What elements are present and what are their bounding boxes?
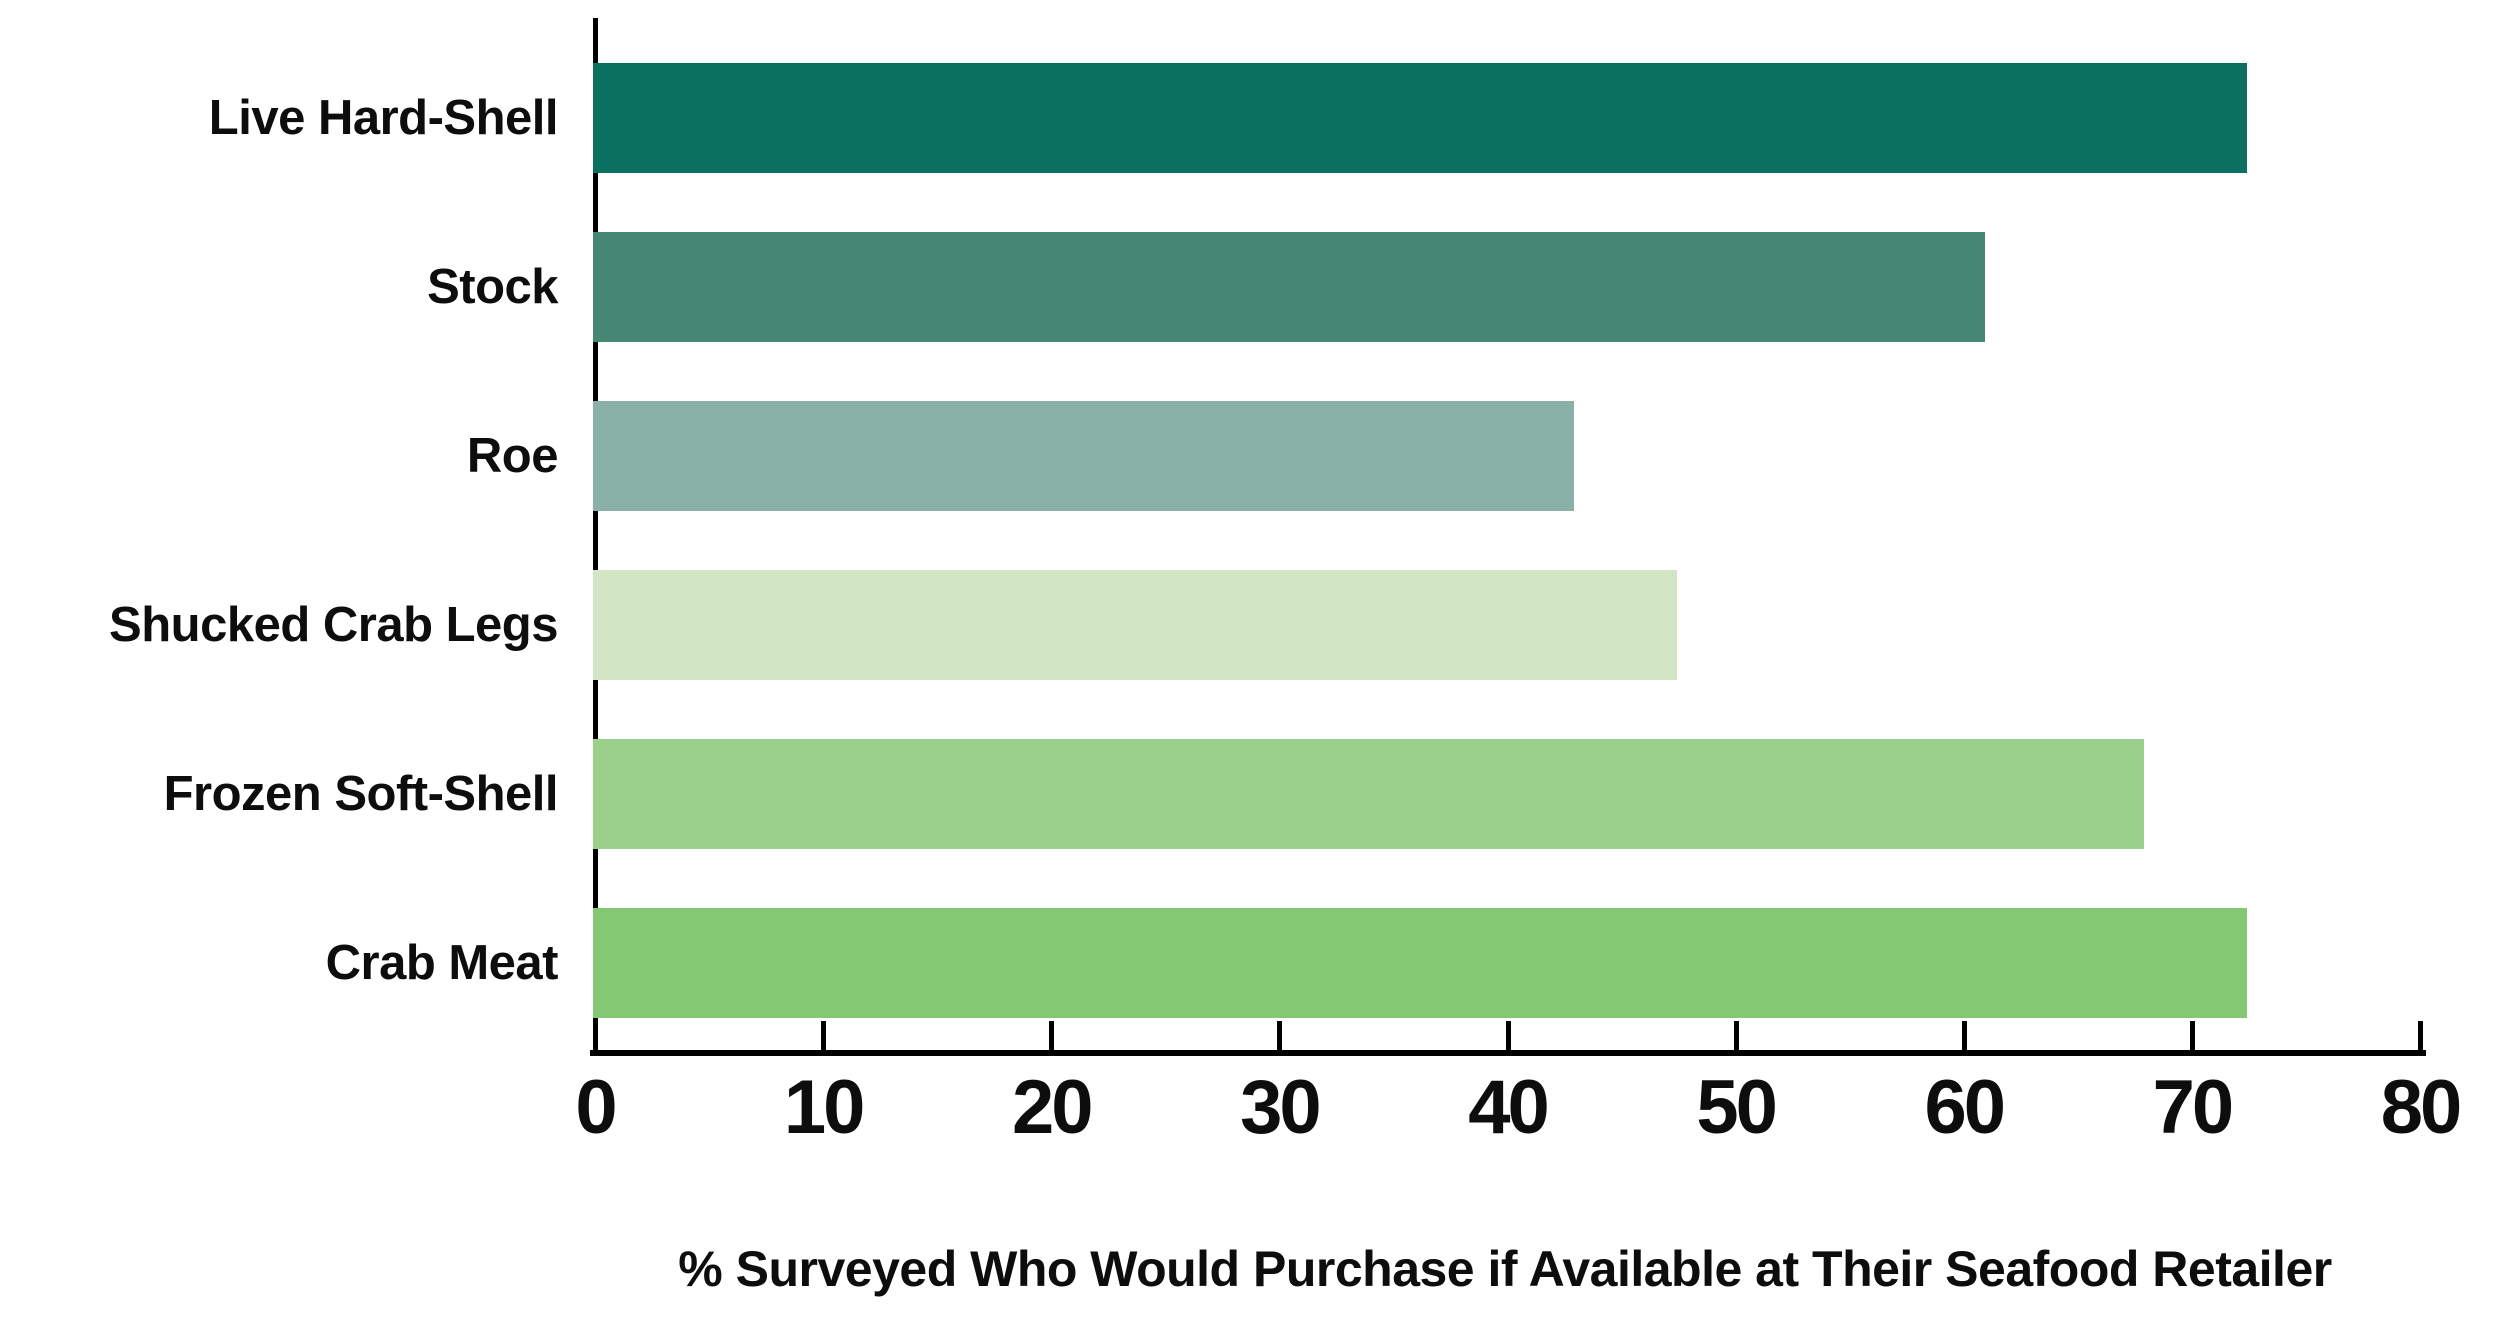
category-label-live-hard-shell: Live Hard-Shell	[208, 91, 559, 145]
x-tick-label-80: 80	[2380, 1065, 2463, 1150]
x-tick-label-20: 20	[1011, 1065, 1094, 1150]
bar-frozen-soft-shell	[593, 739, 2144, 849]
bar-stock	[593, 232, 1985, 342]
x-axis-line	[590, 1050, 2426, 1056]
x-tick-50	[1733, 1021, 1739, 1050]
x-axis-title: % Surveyed Who Would Purchase if Availab…	[678, 1241, 2332, 1297]
x-tick-10	[821, 1021, 827, 1050]
x-tick-0	[593, 1021, 598, 1050]
bar-live-hard-shell	[593, 63, 2247, 173]
x-tick-label-10: 10	[783, 1065, 866, 1150]
category-label-shucked-crab-legs: Shucked Crab Legs	[109, 598, 558, 652]
x-tick-label-0: 0	[575, 1065, 617, 1150]
category-label-roe: Roe	[466, 429, 559, 483]
category-label-stock: Stock	[427, 260, 558, 314]
category-label-crab-meat: Crab Meat	[325, 936, 559, 990]
y-axis-line	[593, 18, 598, 1053]
x-tick-label-60: 60	[1924, 1065, 2006, 1150]
x-tick-60	[1961, 1021, 1967, 1050]
x-tick-70	[2189, 1021, 2195, 1050]
category-label-frozen-soft-shell: Frozen Soft-Shell	[163, 767, 559, 821]
x-tick-label-70: 70	[2152, 1065, 2235, 1150]
x-tick-label-50: 50	[1696, 1065, 1778, 1150]
bar-shucked-crab-legs	[593, 570, 1677, 680]
bar-crab-meat	[593, 908, 2247, 1018]
bar-roe	[593, 401, 1574, 511]
x-tick-label-40: 40	[1468, 1065, 1550, 1150]
x-tick-80	[2418, 1021, 2423, 1050]
x-tick-30	[1277, 1021, 1283, 1050]
x-tick-label-30: 30	[1240, 1065, 1322, 1150]
x-tick-40	[1505, 1021, 1511, 1050]
x-tick-20	[1049, 1021, 1055, 1050]
